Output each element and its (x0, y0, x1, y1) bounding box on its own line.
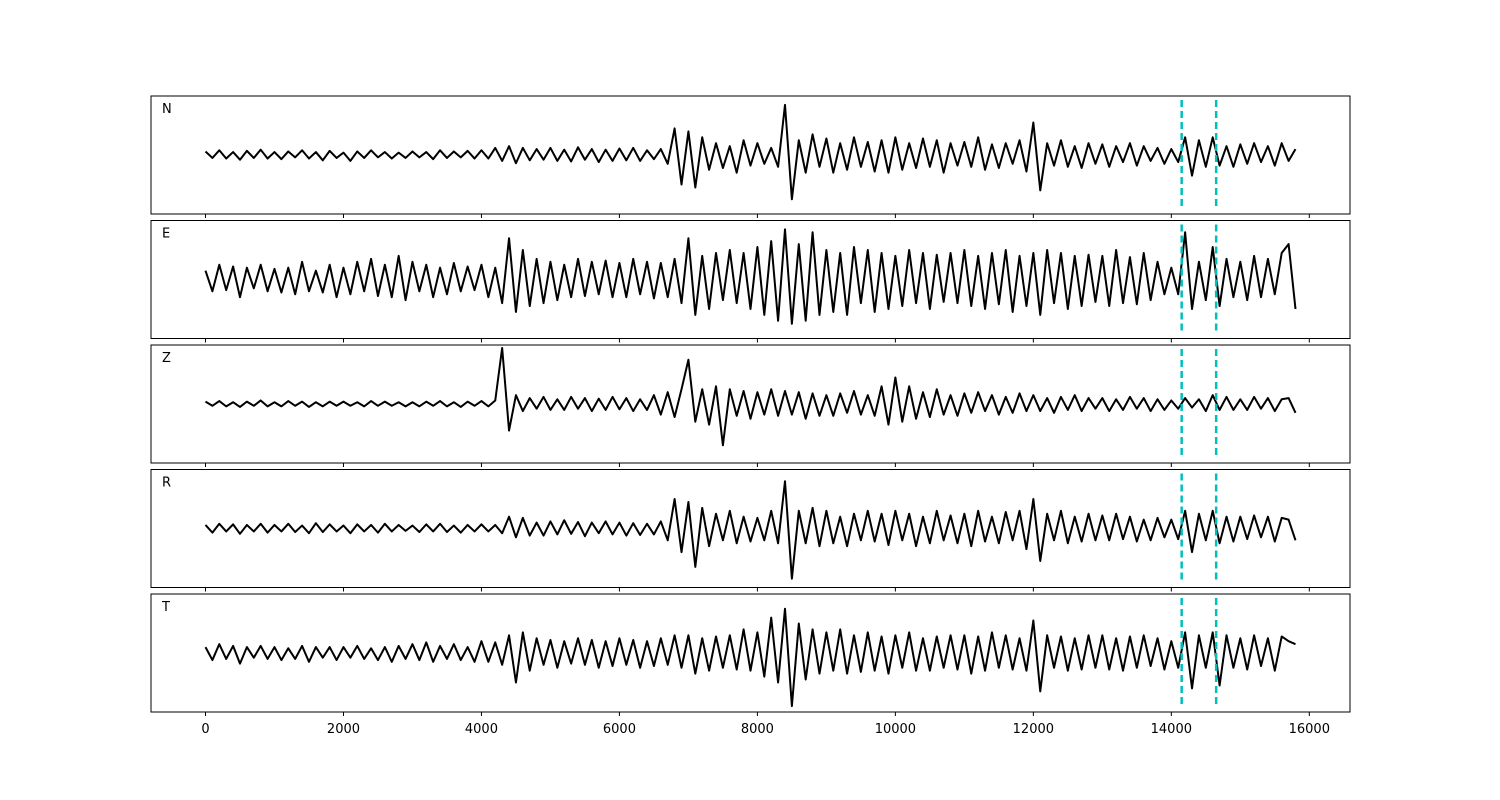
panel-frame (150, 344, 1351, 464)
x-tick-label: 0 (201, 722, 209, 737)
x-tick-label: 2000 (327, 722, 360, 737)
panel-label: N (162, 102, 172, 117)
panel-frame (150, 220, 1351, 339)
trace (204, 346, 1297, 447)
x-tick-label: 14000 (1151, 722, 1192, 737)
panel-frame (150, 593, 1351, 713)
x-tick-label: 8000 (741, 722, 774, 737)
trace (204, 103, 1297, 201)
x-tick-label: 6000 (603, 722, 636, 737)
x-tick-label: 10000 (875, 722, 916, 737)
x-tick-label: 4000 (465, 722, 498, 737)
trace (204, 607, 1296, 708)
trace (204, 480, 1297, 580)
panel-frame (150, 469, 1351, 588)
x-tick-label: 16000 (1289, 722, 1330, 737)
panel-label: E (162, 227, 170, 242)
x-tick-label: 12000 (1013, 722, 1054, 737)
panel-label: Z (162, 351, 171, 366)
panel-label: T (161, 600, 170, 615)
panel-frame (150, 95, 1351, 215)
trace (204, 228, 1297, 325)
panel-label: R (162, 476, 171, 491)
